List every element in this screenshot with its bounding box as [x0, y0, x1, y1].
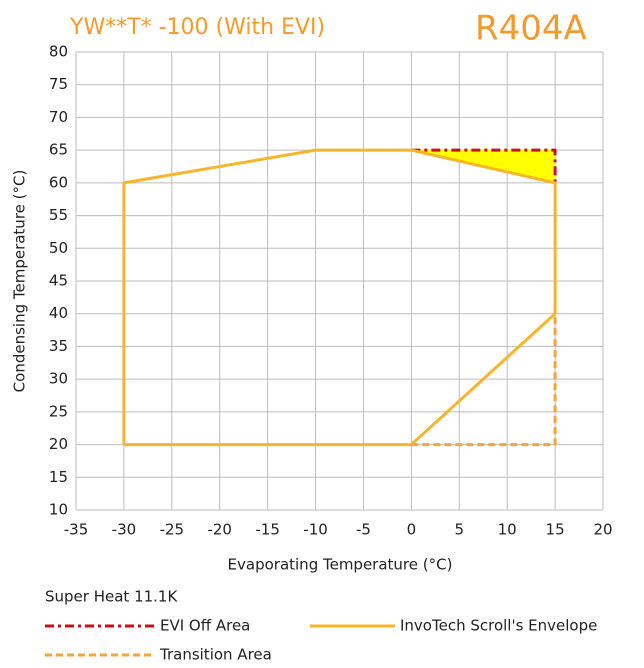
y-tick-label: 30	[49, 370, 68, 388]
x-tick-label: -35	[64, 521, 89, 539]
note: Super Heat 11.1K	[45, 588, 178, 606]
x-tick-label: -15	[255, 521, 280, 539]
x-tick-label: -30	[112, 521, 137, 539]
y-tick-label: 75	[49, 75, 68, 93]
y-tick-label: 10	[49, 501, 68, 519]
y-tick-label: 55	[49, 206, 68, 224]
legend-label: InvoTech Scroll's Envelope	[400, 617, 597, 635]
x-tick-label: 5	[454, 521, 464, 539]
y-tick-label: 80	[49, 43, 68, 61]
x-tick-label: -10	[303, 521, 328, 539]
legend-label: EVI Off Area	[160, 617, 250, 635]
chart-title: YW**T* -100 (With EVI)	[69, 15, 325, 40]
x-tick-label: 15	[546, 521, 565, 539]
legend-label: Transition Area	[159, 646, 272, 664]
x-tick-label: -20	[207, 521, 232, 539]
y-tick-label: 15	[49, 468, 68, 486]
y-tick-label: 50	[49, 239, 68, 257]
x-tick-label: -5	[356, 521, 371, 539]
y-tick-label: 20	[49, 435, 68, 453]
chart-subtitle: R404A	[475, 9, 587, 49]
y-tick-label: 40	[49, 304, 68, 322]
y-tick-label: 65	[49, 141, 68, 159]
x-tick-label: 20	[593, 521, 612, 539]
x-axis-label: Evaporating Temperature (°C)	[228, 556, 453, 574]
x-tick-label: -25	[160, 521, 185, 539]
series-line	[122, 148, 557, 447]
series-line	[411, 313, 557, 447]
y-tick-label: 60	[49, 173, 68, 191]
y-tick-label: 70	[49, 108, 68, 126]
y-tick-label: 35	[49, 337, 68, 355]
y-tick-label: 25	[49, 402, 68, 420]
series-line	[411, 148, 557, 183]
y-tick-label: 45	[49, 272, 68, 290]
x-tick-label: 10	[498, 521, 517, 539]
x-tick-label: 0	[407, 521, 417, 539]
y-axis-label: Condensing Temperature (°C)	[11, 170, 29, 393]
